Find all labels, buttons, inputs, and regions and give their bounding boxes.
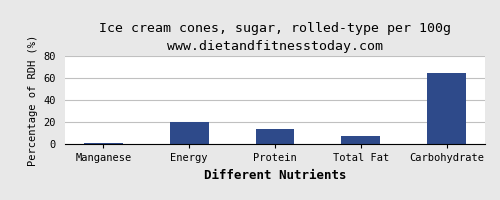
X-axis label: Different Nutrients: Different Nutrients (204, 169, 346, 182)
Bar (84, 143, 122, 144)
Y-axis label: Percentage of RDH (%): Percentage of RDH (%) (28, 34, 38, 166)
Bar (428, 72, 466, 144)
Bar (170, 122, 208, 144)
Title: Ice cream cones, sugar, rolled-type per 100g
www.dietandfitnesstoday.com: Ice cream cones, sugar, rolled-type per … (99, 22, 451, 53)
Bar (256, 129, 294, 144)
Bar (342, 136, 380, 144)
